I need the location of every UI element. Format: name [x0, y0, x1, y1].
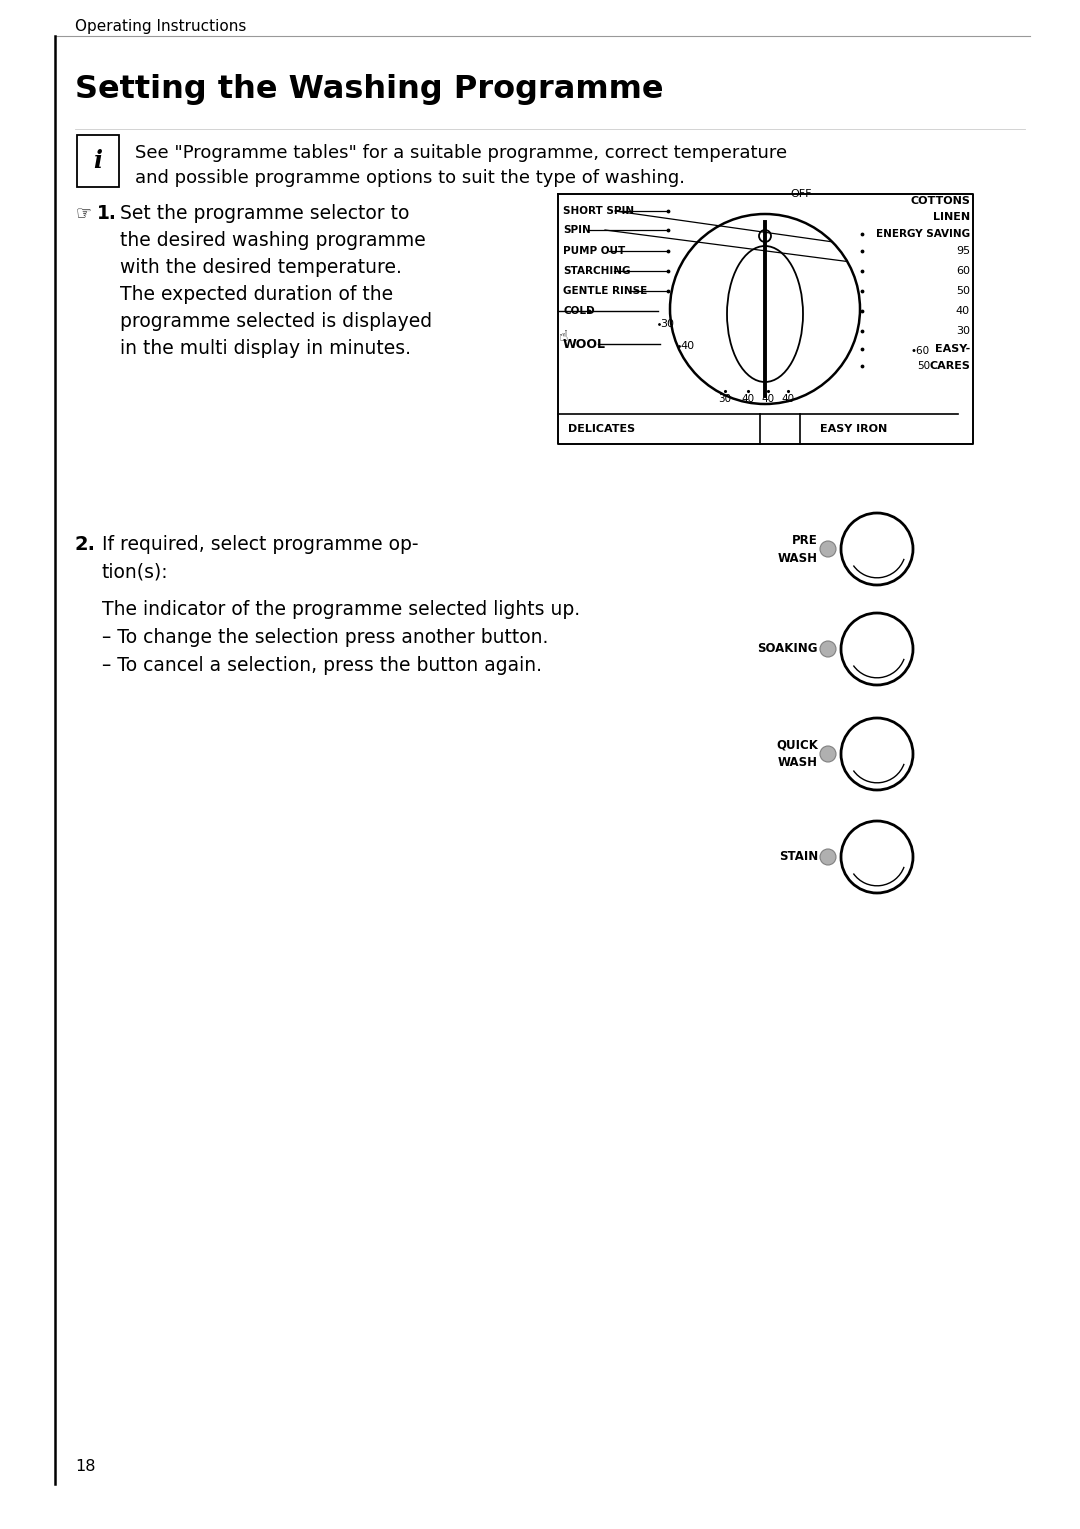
Text: EASY-: EASY- — [935, 344, 970, 355]
Text: CARES: CARES — [929, 361, 970, 372]
Text: The indicator of the programme selected lights up.: The indicator of the programme selected … — [102, 599, 580, 619]
Text: – To change the selection press another button.: – To change the selection press another … — [102, 628, 549, 647]
Circle shape — [820, 641, 836, 657]
Text: 40: 40 — [956, 306, 970, 317]
Text: COLD: COLD — [563, 306, 595, 317]
Text: ☞: ☞ — [75, 203, 91, 222]
Text: and possible programme options to suit the type of washing.: and possible programme options to suit t… — [135, 170, 685, 187]
Text: WASH: WASH — [778, 757, 818, 769]
Text: ☝: ☝ — [559, 329, 568, 344]
Text: SOAKING: SOAKING — [757, 642, 818, 656]
Text: 30: 30 — [718, 394, 731, 404]
Text: 60: 60 — [956, 266, 970, 277]
Text: 40: 40 — [680, 341, 694, 352]
Text: Operating Instructions: Operating Instructions — [75, 18, 246, 34]
Text: LINEN: LINEN — [933, 213, 970, 222]
Text: PRE: PRE — [793, 534, 818, 546]
Circle shape — [820, 746, 836, 761]
Text: 40: 40 — [782, 394, 795, 404]
Text: STAIN: STAIN — [779, 850, 818, 864]
Text: in the multi display in minutes.: in the multi display in minutes. — [120, 339, 411, 358]
Text: – To cancel a selection, press the button again.: – To cancel a selection, press the butto… — [102, 656, 542, 674]
Text: The expected duration of the: The expected duration of the — [120, 284, 393, 304]
Text: DELICATES: DELICATES — [568, 424, 635, 434]
Text: Set the programme selector to: Set the programme selector to — [120, 203, 409, 223]
Text: See "Programme tables" for a suitable programme, correct temperature: See "Programme tables" for a suitable pr… — [135, 144, 787, 162]
Text: i: i — [94, 148, 103, 173]
Text: OFF: OFF — [789, 190, 811, 199]
Text: 1.: 1. — [97, 203, 117, 223]
Text: COTTONS: COTTONS — [910, 196, 970, 206]
Text: Setting the Washing Programme: Setting the Washing Programme — [75, 73, 663, 106]
Text: 40: 40 — [761, 394, 774, 404]
Text: 95: 95 — [956, 246, 970, 255]
Circle shape — [820, 541, 836, 557]
Text: 50: 50 — [917, 361, 930, 372]
Text: 30: 30 — [956, 326, 970, 336]
Text: PUMP OUT: PUMP OUT — [563, 246, 625, 255]
Text: If required, select programme op-: If required, select programme op- — [102, 535, 419, 553]
Circle shape — [820, 849, 836, 865]
Text: ENERGY SAVING: ENERGY SAVING — [876, 229, 970, 239]
Text: the desired washing programme: the desired washing programme — [120, 231, 426, 251]
Text: GENTLE RINSE: GENTLE RINSE — [563, 286, 647, 297]
Text: WASH: WASH — [778, 552, 818, 564]
Text: QUICK: QUICK — [777, 739, 818, 751]
Text: STARCHING: STARCHING — [563, 266, 631, 277]
Text: tion(s):: tion(s): — [102, 563, 168, 583]
Text: EASY IRON: EASY IRON — [820, 424, 888, 434]
Text: 18: 18 — [75, 1459, 95, 1474]
Text: SPIN: SPIN — [563, 225, 591, 235]
Text: •60: •60 — [910, 346, 930, 356]
Text: programme selected is displayed: programme selected is displayed — [120, 312, 432, 330]
FancyBboxPatch shape — [77, 135, 119, 187]
Text: 2.: 2. — [75, 535, 96, 553]
Text: 40: 40 — [742, 394, 755, 404]
Text: with the desired temperature.: with the desired temperature. — [120, 258, 402, 277]
Text: 50: 50 — [956, 286, 970, 297]
Text: 30: 30 — [660, 320, 674, 329]
Text: WOOL: WOOL — [563, 338, 606, 350]
Text: SHORT SPIN: SHORT SPIN — [563, 206, 634, 216]
